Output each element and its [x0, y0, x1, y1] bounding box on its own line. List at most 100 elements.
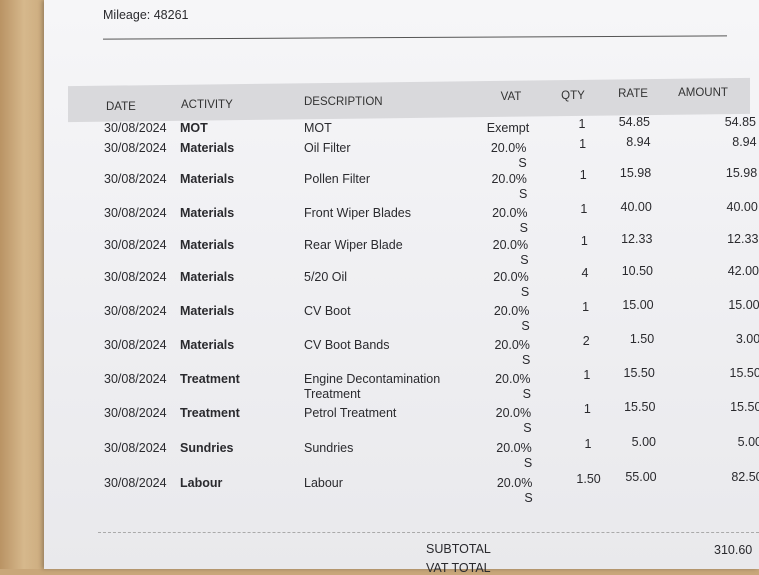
qty-cell: 1 — [584, 437, 592, 451]
rate-cell: 8.94 — [626, 135, 651, 149]
vat-cell: 20.0% — [492, 206, 528, 220]
divider — [98, 532, 759, 533]
vat-code: S — [518, 156, 527, 170]
amount-cell: 15.50 — [729, 366, 759, 380]
vat-cell: 20.0% — [495, 372, 531, 386]
activity-cell: Materials — [180, 141, 235, 155]
amount-cell: 15.50 — [730, 400, 759, 414]
vat-code: S — [520, 253, 529, 267]
vat-cell: 20.0% — [496, 441, 532, 455]
vat-code: S — [523, 421, 532, 435]
activity-cell: Materials — [180, 238, 235, 252]
column-header: DESCRIPTION — [304, 96, 383, 108]
qty-cell: 1 — [580, 202, 588, 216]
description-cell: CV Boot Bands — [304, 338, 390, 352]
column-header: RATE — [618, 88, 648, 100]
amount-cell: 8.94 — [732, 135, 757, 149]
activity-cell: Treatment — [180, 406, 240, 420]
description-cell: CV Boot — [304, 304, 351, 318]
vat-code: S — [519, 187, 528, 201]
mileage: Mileage: 48261 — [103, 8, 189, 22]
date-cell: 30/08/2024 — [104, 338, 167, 352]
description-cell: Petrol Treatment — [304, 406, 397, 420]
qty-cell: 1 — [579, 137, 587, 151]
vat-code: S — [522, 387, 531, 401]
date-cell: 30/08/2024 — [104, 141, 167, 155]
amount-cell: 42.00 — [727, 264, 759, 278]
amount-cell: 15.00 — [728, 298, 759, 312]
activity-cell: Materials — [180, 206, 235, 220]
rate-cell: 15.00 — [622, 298, 654, 312]
rate-cell: 1.50 — [629, 332, 655, 346]
vat-cell: 20.0% — [490, 141, 527, 155]
vat-code: S — [521, 319, 530, 333]
date-cell: 30/08/2024 — [104, 270, 167, 284]
date-cell: 30/08/2024 — [104, 476, 167, 490]
subtotal-value: 310.60 — [714, 543, 753, 557]
rate-cell: 5.00 — [631, 435, 656, 449]
column-header: AMOUNT — [678, 87, 728, 99]
amount-cell: 5.00 — [737, 435, 759, 449]
column-header: ACTIVITY — [181, 99, 233, 111]
qty-cell: 1 — [580, 234, 588, 248]
vat-cell: 20.0% — [493, 304, 530, 318]
subtotal-label: SUBTOTAL — [426, 542, 491, 556]
date-cell: 30/08/2024 — [104, 206, 167, 220]
qty-cell: 1 — [579, 168, 587, 182]
description-cell: Front Wiper Blades — [304, 206, 411, 220]
amount-cell: 54.85 — [724, 115, 756, 129]
description-cell: Sundries — [304, 441, 354, 455]
vat-cell: 20.0% — [493, 270, 529, 284]
vat-code: S — [520, 285, 530, 299]
vat-code: S — [519, 221, 528, 235]
amount-cell: 15.98 — [725, 166, 758, 180]
qty-cell: 1 — [582, 300, 590, 314]
amount-cell: 40.00 — [726, 200, 758, 214]
amount-cell: 3.00 — [735, 332, 759, 346]
qty-cell: 1 — [583, 368, 591, 382]
activity-cell: MOT — [180, 121, 208, 135]
description-cell: Pollen Filter — [304, 172, 370, 186]
vat-code: S — [522, 353, 531, 367]
rate-cell: 55.00 — [625, 470, 657, 484]
date-cell: 30/08/2024 — [104, 304, 167, 318]
date-cell: 30/08/2024 — [104, 172, 167, 186]
rate-cell: 15.50 — [623, 366, 655, 380]
qty-cell: 2 — [582, 334, 590, 348]
amount-cell: 82.50 — [731, 470, 759, 484]
qty-cell: 1 — [578, 117, 586, 131]
description-cell: MOT — [304, 121, 332, 135]
date-cell: 30/08/2024 — [104, 238, 167, 252]
vat-cell: Exempt — [486, 121, 530, 135]
amount-cell: 12.33 — [727, 232, 759, 246]
description-cell: Engine Decontamination Treatment — [304, 372, 441, 401]
activity-cell: Sundries — [180, 441, 234, 455]
column-header: QTY — [561, 90, 585, 102]
date-cell: 30/08/2024 — [104, 121, 167, 135]
description-cell: Labour — [304, 476, 343, 490]
activity-cell: Materials — [180, 338, 235, 352]
rate-cell: 12.33 — [621, 232, 653, 246]
activity-cell: Materials — [180, 270, 235, 284]
description-cell: Rear Wiper Blade — [304, 238, 403, 252]
qty-cell: 1.50 — [576, 472, 601, 486]
description-cell: Oil Filter — [304, 141, 351, 155]
rate-cell: 10.50 — [621, 264, 653, 278]
rate-cell: 40.00 — [620, 200, 652, 214]
vat-cell: 20.0% — [495, 406, 532, 420]
rate-cell: 15.50 — [624, 400, 656, 414]
activity-cell: Labour — [180, 476, 223, 490]
vat-cell: 20.0% — [492, 238, 529, 252]
vat-cell: 20.0% — [494, 338, 530, 352]
qty-cell: 1 — [583, 402, 591, 416]
date-cell: 30/08/2024 — [104, 441, 167, 455]
activity-cell: Materials — [180, 304, 235, 318]
vat-code: S — [524, 491, 533, 505]
date-cell: 30/08/2024 — [104, 372, 167, 386]
activity-cell: Materials — [180, 172, 235, 186]
qty-cell: 4 — [581, 266, 589, 280]
vat-code: S — [523, 456, 533, 470]
vat-cell: 20.0% — [496, 476, 533, 490]
column-header: DATE — [106, 101, 136, 113]
